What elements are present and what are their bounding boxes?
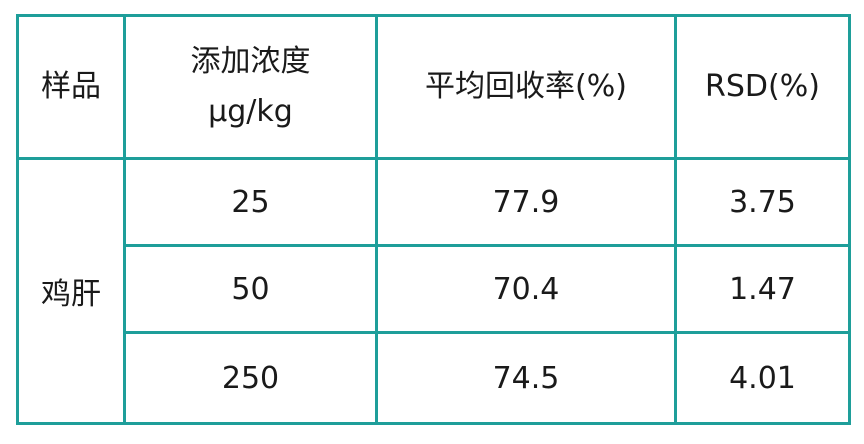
- sample-name-cell: 鸡肝: [16, 157, 126, 425]
- table-row: 250 74.5 4.01: [18, 331, 851, 425]
- header-rsd: RSD(%): [674, 14, 851, 160]
- recovery-cell: 74.5: [375, 331, 677, 425]
- header-concentration-unit: μg/kg: [208, 94, 293, 129]
- header-concentration: 添加浓度 μg/kg: [123, 14, 378, 160]
- recovery-cell: 77.9: [375, 157, 677, 247]
- recovery-table: 样品 添加浓度 μg/kg 平均回收率(%) RSD(%) 鸡肝 25 77.9…: [16, 14, 851, 425]
- concentration-cell: 25: [123, 157, 378, 247]
- concentration-cell: 50: [123, 244, 378, 334]
- rsd-cell: 3.75: [674, 157, 851, 247]
- header-sample: 样品: [16, 14, 126, 160]
- recovery-cell: 70.4: [375, 244, 677, 334]
- rsd-cell: 4.01: [674, 331, 851, 425]
- concentration-cell: 250: [123, 331, 378, 425]
- rsd-cell: 1.47: [674, 244, 851, 334]
- table-row: 鸡肝 25 77.9 3.75: [16, 157, 851, 425]
- header-concentration-label: 添加浓度: [190, 44, 311, 79]
- header-row: 样品 添加浓度 μg/kg 平均回收率(%) RSD(%): [16, 14, 851, 160]
- header-recovery: 平均回收率(%): [375, 14, 677, 160]
- table-row: 50 70.4 1.47: [18, 244, 851, 334]
